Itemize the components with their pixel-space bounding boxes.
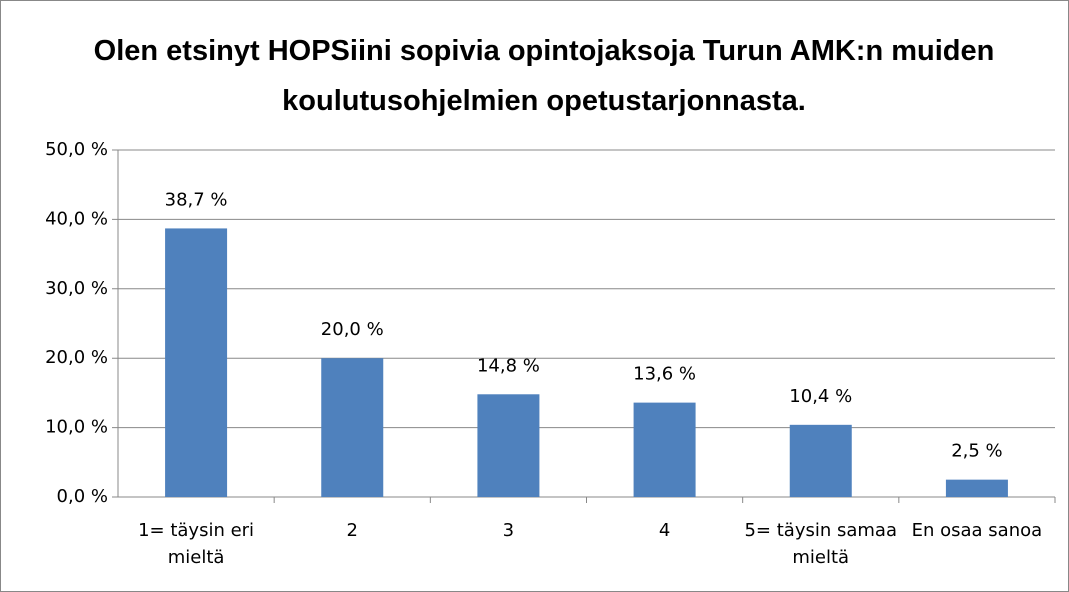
bar [945, 479, 1008, 497]
y-tick-label: 10,0 % [45, 417, 108, 438]
x-tick-label: 3 [502, 520, 515, 541]
data-label: 10,4 % [789, 386, 852, 407]
x-tick-label: 5= täysin samaa mieltä [744, 520, 897, 568]
bar [321, 358, 384, 497]
x-tick-label: 2 [346, 520, 358, 541]
data-label: 20,0 % [321, 319, 384, 340]
x-tick-label: 1= täysin eri mieltä [138, 520, 255, 568]
bar [789, 424, 852, 497]
y-tick-label: 30,0 % [45, 278, 108, 299]
data-label: 13,6 % [633, 364, 696, 385]
y-tick-label: 20,0 % [45, 347, 108, 368]
data-label: 2,5 % [951, 441, 1002, 462]
bar [477, 394, 540, 497]
chart-title: Olen etsinyt HOPSiini sopivia opintojaks… [93, 35, 995, 117]
x-tick-label: 4 [658, 520, 671, 541]
bar [165, 228, 228, 497]
x-tick-label: En osaa sanoa [911, 520, 1043, 541]
y-tick-label: 40,0 % [45, 208, 108, 229]
y-tick-label: 50,0 % [45, 139, 108, 160]
data-label: 14,8 % [477, 355, 540, 376]
bar [633, 402, 696, 497]
y-tick-label: 0,0 % [57, 486, 108, 507]
data-label: 38,7 % [165, 189, 228, 210]
